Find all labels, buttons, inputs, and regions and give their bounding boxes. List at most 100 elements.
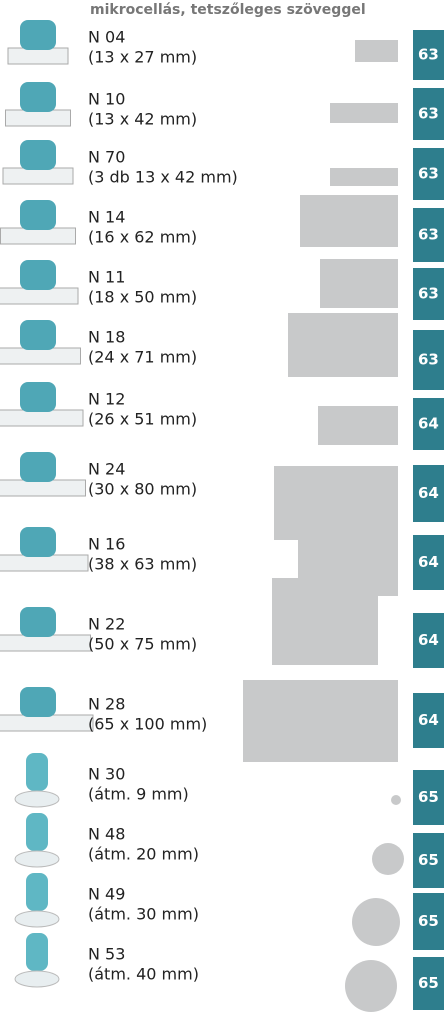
item-name: N 12 xyxy=(88,390,125,409)
stamp-base xyxy=(0,479,86,497)
stamp-handle xyxy=(20,200,56,230)
stamp-base xyxy=(0,714,94,732)
page-tab xyxy=(413,208,444,262)
page-tab xyxy=(413,268,444,320)
page-tab xyxy=(413,88,444,140)
imprint-shape xyxy=(352,898,400,946)
imprint-shape xyxy=(243,680,398,762)
imprint-shape xyxy=(391,795,401,805)
item-name: N 49 xyxy=(88,885,125,904)
imprint-shape xyxy=(330,168,398,186)
page-number: 63 xyxy=(418,285,439,303)
stamp-handle xyxy=(20,452,56,482)
page-number: 63 xyxy=(418,165,439,183)
item-size: (65 x 100 mm) xyxy=(88,715,207,734)
page-tab xyxy=(413,535,444,590)
item-name: N 10 xyxy=(88,90,125,109)
item-size: (átm. 9 mm) xyxy=(88,785,189,804)
imprint-shape xyxy=(372,843,404,875)
stamp-handle xyxy=(26,873,48,911)
item-size: (18 x 50 mm) xyxy=(88,288,197,307)
page-number: 65 xyxy=(418,788,439,806)
page-number: 64 xyxy=(418,631,439,649)
stamp-base xyxy=(0,634,91,652)
page-number: 64 xyxy=(418,415,439,433)
stamp-handle xyxy=(20,527,56,557)
page-number: 63 xyxy=(418,46,439,64)
stamp-handle xyxy=(20,607,56,637)
stamp-base xyxy=(0,409,84,427)
stamp-handle xyxy=(26,753,48,791)
item-name: N 24 xyxy=(88,460,125,479)
page-number: 64 xyxy=(418,711,439,729)
page-number: 65 xyxy=(418,851,439,869)
item-name: N 48 xyxy=(88,825,125,844)
header-title: mikrocellás, tetszőleges szöveggel xyxy=(90,2,366,18)
page-tab xyxy=(413,330,444,390)
page-number: 65 xyxy=(418,974,439,992)
stamp-handle xyxy=(20,140,56,170)
item-size: (30 x 80 mm) xyxy=(88,480,197,499)
item-size: (13 x 42 mm) xyxy=(88,110,197,129)
stamp-handle xyxy=(26,933,48,971)
stamp-handle xyxy=(20,320,56,350)
imprint-shape xyxy=(355,40,398,62)
imprint-shape xyxy=(300,195,398,247)
item-name: N 22 xyxy=(88,615,125,634)
item-size: (3 db 13 x 42 mm) xyxy=(88,168,238,187)
stamp-base xyxy=(14,970,60,988)
item-name: N 16 xyxy=(88,535,125,554)
imprint-shape xyxy=(288,313,398,377)
imprint-shape xyxy=(274,466,398,540)
page-number: 65 xyxy=(418,912,439,930)
page-tab xyxy=(413,398,444,450)
item-size: (16 x 62 mm) xyxy=(88,228,197,247)
page-tab xyxy=(413,465,444,522)
stamp-base xyxy=(7,47,69,65)
item-name: N 28 xyxy=(88,695,125,714)
stamp-base xyxy=(14,910,60,928)
stamp-base xyxy=(0,287,79,305)
imprint-shape xyxy=(320,259,398,308)
page-number: 63 xyxy=(418,226,439,244)
page-tab xyxy=(413,613,444,668)
page-tab xyxy=(413,833,444,888)
page-tab xyxy=(413,30,444,80)
stamp-base xyxy=(2,167,74,185)
stamp-handle xyxy=(20,260,56,290)
item-size: (átm. 40 mm) xyxy=(88,965,199,984)
stamp-base xyxy=(14,790,60,808)
item-name: N 53 xyxy=(88,945,125,964)
stamp-handle xyxy=(20,82,56,112)
item-size: (38 x 63 mm) xyxy=(88,555,197,574)
item-name: N 18 xyxy=(88,328,125,347)
page-number: 63 xyxy=(418,351,439,369)
stamp-handle xyxy=(20,20,56,50)
item-name: N 04 xyxy=(88,28,125,47)
page-number: 64 xyxy=(418,484,439,502)
imprint-shape xyxy=(272,578,378,665)
page-number: 63 xyxy=(418,105,439,123)
page-number: 64 xyxy=(418,553,439,571)
item-size: (13 x 27 mm) xyxy=(88,48,197,67)
page-tab xyxy=(413,148,444,200)
item-size: (50 x 75 mm) xyxy=(88,635,197,654)
imprint-shape xyxy=(318,406,398,445)
stamp-base xyxy=(0,227,76,245)
stamp-handle xyxy=(20,382,56,412)
page-tab xyxy=(413,770,444,825)
item-size: (átm. 30 mm) xyxy=(88,905,199,924)
item-size: (26 x 51 mm) xyxy=(88,410,197,429)
page-tab xyxy=(413,693,444,748)
stamp-handle xyxy=(20,687,56,717)
stamp-base xyxy=(14,850,60,868)
item-name: N 11 xyxy=(88,268,125,287)
item-name: N 70 xyxy=(88,148,125,167)
item-size: (átm. 20 mm) xyxy=(88,845,199,864)
imprint-shape xyxy=(330,103,398,123)
stamp-handle xyxy=(26,813,48,851)
item-size: (24 x 71 mm) xyxy=(88,348,197,367)
item-name: N 14 xyxy=(88,208,125,227)
imprint-shape xyxy=(345,960,397,1012)
